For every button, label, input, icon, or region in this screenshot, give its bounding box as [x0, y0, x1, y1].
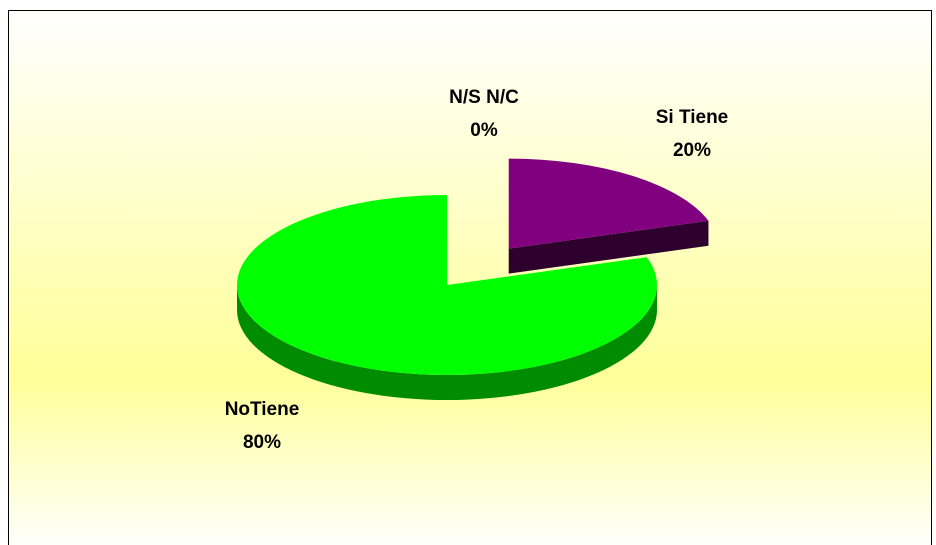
pie-slice	[508, 158, 709, 249]
slice-value-label: 80%	[243, 432, 281, 453]
chart-area	[8, 10, 932, 545]
pie-side	[237, 285, 657, 400]
slice-label: NoTiene	[225, 399, 300, 420]
pie-side	[508, 220, 709, 274]
pie-slice	[237, 195, 658, 376]
slice-value-label: 20%	[673, 140, 711, 161]
slice-value-label: 0%	[470, 120, 498, 141]
slice-label: Si Tiene	[656, 107, 729, 128]
slice-label: N/S N/C	[449, 87, 519, 108]
